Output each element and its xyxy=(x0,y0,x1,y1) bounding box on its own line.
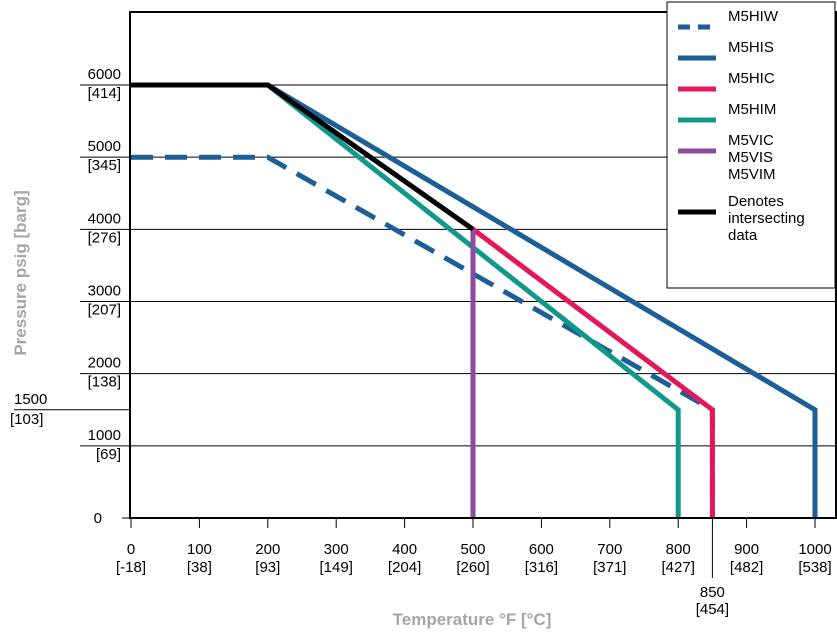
legend-label-m5him: M5HIM xyxy=(728,101,776,118)
x-tick-label-300: 300 xyxy=(324,541,349,558)
y-tick-sublabel-1500: [103] xyxy=(10,411,43,428)
series-line-denotes xyxy=(131,82,475,232)
legend-label-m5his: M5HIS xyxy=(728,39,774,56)
x-tick-sublabel-600: [316] xyxy=(525,559,558,576)
y-tick-label-3000: 3000 xyxy=(88,283,121,300)
x-tick-sublabel-200: [93] xyxy=(255,559,280,576)
y-tick-sublabel-5000: [345] xyxy=(88,157,121,174)
legend-label-intersecting: intersecting xyxy=(728,210,805,227)
series-line-m5him xyxy=(266,83,681,518)
y-axis-title: Pressure psig [barg] xyxy=(11,190,30,355)
x-tick-label-800: 800 xyxy=(666,541,691,558)
legend-label-m5vim: M5VIM xyxy=(728,166,776,183)
x-tick-label-0: 0 xyxy=(127,541,135,558)
legend-label-m5hiw: M5HIW xyxy=(728,8,779,25)
plot-frame xyxy=(129,11,837,519)
x-axis-ticks: 0[-18]100[38]200[93]300[149]400[204]500[… xyxy=(116,518,832,618)
y-tick-sublabel-1000: [69] xyxy=(96,446,121,463)
x-tick-label-900: 900 xyxy=(734,541,759,558)
x-tick-sublabel-1000: [538] xyxy=(798,559,831,576)
legend-label-m5hic: M5HIC xyxy=(728,70,775,87)
x-tick-label-600: 600 xyxy=(529,541,554,558)
x-tick-label-400: 400 xyxy=(392,541,417,558)
y-tick-label-6000: 6000 xyxy=(88,66,121,83)
legend-label-m5vic: M5VIC xyxy=(728,132,774,149)
x-tick-sublabel-500: [260] xyxy=(456,559,489,576)
legend-label-m5vis: M5VIS xyxy=(728,149,773,166)
legend-label-denotes: Denotes xyxy=(728,193,784,210)
y-tick-label-1500: 1500 xyxy=(14,391,47,408)
x-tick-label-500: 500 xyxy=(460,541,485,558)
x-tick-sublabel-850: [454] xyxy=(696,601,729,618)
x-tick-sublabel-100: [38] xyxy=(187,559,212,576)
x-tick-sublabel-700: [371] xyxy=(593,559,626,576)
x-tick-label-700: 700 xyxy=(597,541,622,558)
series-line-m5hic xyxy=(471,227,715,518)
x-tick-sublabel-300: [149] xyxy=(320,559,353,576)
series-lines xyxy=(131,82,818,518)
y-tick-sublabel-2000: [138] xyxy=(88,374,121,391)
y-tick-sublabel-3000: [207] xyxy=(88,302,121,319)
y-tick-label-5000: 5000 xyxy=(88,138,121,155)
x-tick-label-1000: 1000 xyxy=(798,541,831,558)
x-tick-sublabel-900: [482] xyxy=(730,559,763,576)
x-tick-sublabel-400: [204] xyxy=(388,559,421,576)
y-tick-label-1000: 1000 xyxy=(88,427,121,444)
x-tick-label-200: 200 xyxy=(255,541,280,558)
y-tick-label-2000: 2000 xyxy=(88,355,121,372)
y-tick-label-0: 0 xyxy=(94,510,102,527)
legend-label-data: data xyxy=(728,227,758,244)
x-tick-sublabel-800: [427] xyxy=(662,559,695,576)
y-tick-label-4000: 4000 xyxy=(88,210,121,227)
y-axis-ticks: 0 1000 [69] 1500 [103] 2000 [138] 3000 [207] 4000… xyxy=(10,66,131,527)
legend-box xyxy=(666,1,836,289)
x-tick-label-850: 850 xyxy=(700,584,725,601)
x-tick-label-100: 100 xyxy=(187,541,212,558)
series-line-m5hiw xyxy=(131,154,715,518)
x-tick-sublabel-0: [-18] xyxy=(116,559,146,576)
y-tick-sublabel-6000: [414] xyxy=(88,85,121,102)
y-tick-sublabel-4000: [276] xyxy=(88,229,121,246)
x-axis-title: Temperature °F [°C] xyxy=(393,610,552,629)
